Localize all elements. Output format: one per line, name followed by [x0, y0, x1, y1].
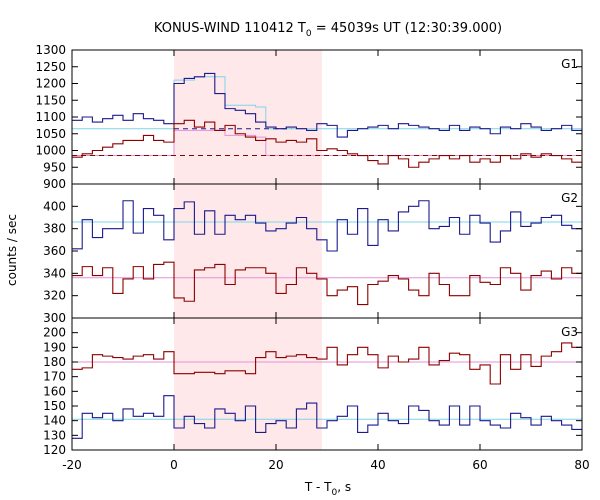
y-tick-label: 340 [43, 266, 66, 280]
y-tick-label: 190 [43, 340, 66, 354]
panel-plot-area [72, 200, 582, 306]
burst-interval-highlight [174, 318, 322, 450]
panel-label: G3 [561, 325, 578, 339]
y-tick-label: 400 [43, 199, 66, 213]
model-line-2 [72, 129, 582, 157]
y-tick-label: 180 [43, 355, 66, 369]
y-tick-label: 1250 [35, 60, 66, 74]
y-tick-label: 150 [43, 399, 66, 413]
x-tick-label: 80 [574, 458, 589, 472]
x-tick-label: 20 [268, 458, 283, 472]
panel-label: G2 [561, 191, 578, 205]
count-rate-series-1 [72, 395, 582, 439]
y-tick-label: 120 [43, 443, 66, 457]
x-axis-title: T - T0, s [304, 480, 351, 498]
panel-plot-area [72, 342, 582, 439]
y-tick-label: 1300 [35, 43, 66, 57]
panel-plot-area [72, 72, 582, 168]
panel-g2: 300 320 340 360 380 400 G2 [43, 183, 583, 325]
x-tick-label: 0 [170, 458, 178, 472]
chart-title: KONUS-WIND 110412 T0 = 45039s UT (12:30:… [154, 21, 502, 39]
y-axis-title: counts / sec [5, 214, 19, 286]
x-tick-label: -20 [62, 458, 82, 472]
panel-label: G1 [561, 57, 578, 71]
panel-frame [71, 49, 583, 185]
y-tick-label: 950 [43, 160, 66, 174]
y-tick-label: 320 [43, 289, 66, 303]
y-tick-label: 160 [43, 384, 66, 398]
count-rate-series-2 [72, 261, 582, 306]
count-rate-series-2 [72, 119, 582, 168]
x-tick-label: 60 [472, 458, 487, 472]
panels-root: 9009501000105011001150120012501300G13003… [35, 43, 589, 472]
y-tick-label: 1150 [35, 93, 66, 107]
count-rate-series-1 [72, 72, 582, 138]
y-tick-label: 130 [43, 428, 66, 442]
y-tick-label: 900 [43, 177, 66, 191]
count-rate-series-2 [72, 342, 582, 385]
y-tick-label: 300 [43, 311, 66, 325]
y-tick-label: 1200 [35, 77, 66, 91]
y-tick-label: 380 [43, 222, 66, 236]
y-tick-label: 200 [43, 326, 66, 340]
y-tick-label: 1100 [35, 110, 66, 124]
y-tick-label: 170 [43, 370, 66, 384]
panel-frame [71, 317, 583, 451]
burst-interval-highlight [174, 184, 322, 318]
count-rate-series-1 [72, 200, 582, 252]
y-tick-label: 140 [43, 414, 66, 428]
y-tick-label: 1050 [35, 127, 66, 141]
y-tick-label: 360 [43, 244, 66, 258]
model-line-1 [72, 76, 582, 130]
burst-interval-highlight [174, 50, 322, 184]
panel-g1: 900 950 1000 1050 1100 1150 1200 1250 1300 G1 [35, 43, 583, 191]
y-tick-label: 1000 [35, 144, 66, 158]
x-tick-label: 40 [370, 458, 385, 472]
